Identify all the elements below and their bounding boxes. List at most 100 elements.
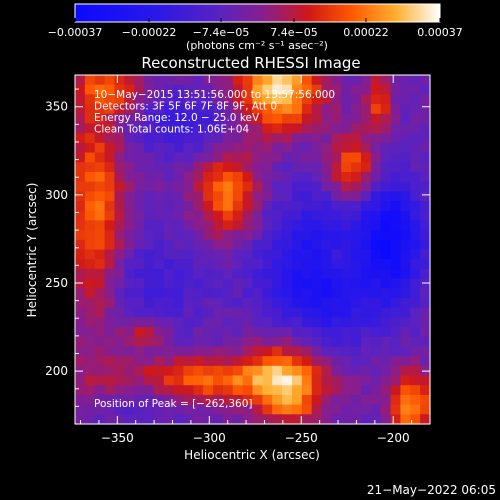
heatmap-cell <box>94 181 106 192</box>
heatmap-cell <box>94 259 106 270</box>
heatmap-cell <box>114 394 125 406</box>
heatmap-cell <box>272 278 283 289</box>
heatmap-cell <box>213 181 224 192</box>
info-line: Detectors: 3F 5F 6F 7F 8F 9F, Att 0 <box>94 101 277 113</box>
heatmap-cell <box>114 162 125 173</box>
heatmap-cell <box>104 123 116 134</box>
heatmap-cell <box>301 171 313 183</box>
heatmap-cell <box>282 259 293 270</box>
heatmap-cell <box>380 317 392 328</box>
heatmap-cell <box>213 142 224 154</box>
heatmap-cell <box>222 268 234 280</box>
heatmap-cell <box>272 142 283 154</box>
heatmap-cell <box>84 414 96 425</box>
heatmap-cell <box>282 356 293 367</box>
heatmap-cell <box>222 84 234 95</box>
heatmap-cell <box>262 152 273 163</box>
heatmap-cell <box>360 365 372 377</box>
heatmap-cell <box>203 104 214 115</box>
heatmap-cell <box>420 288 431 299</box>
heatmap-cell <box>104 162 116 173</box>
heatmap-cell <box>360 259 372 270</box>
heatmap-cell <box>252 288 263 299</box>
heatmap-cell <box>291 375 303 386</box>
heatmap-cell <box>311 123 323 134</box>
heatmap-cell <box>301 317 313 328</box>
heatmap-cell <box>291 230 303 241</box>
heatmap-cell <box>124 75 135 86</box>
heatmap-cell <box>351 133 362 144</box>
heatmap-cell <box>144 75 155 86</box>
heatmap-cell <box>232 123 244 134</box>
heatmap-cell <box>410 249 421 260</box>
colorbar <box>74 3 441 23</box>
heatmap-cell <box>410 162 421 173</box>
heatmap-cell <box>410 191 421 202</box>
heatmap-cell <box>282 297 293 309</box>
heatmap-cell <box>173 239 185 251</box>
heatmap-cell <box>390 375 402 386</box>
heatmap-cell <box>400 201 411 212</box>
heatmap-cell <box>370 123 382 134</box>
heatmap-cell <box>193 162 204 173</box>
heatmap-cell <box>134 394 145 406</box>
heatmap-cell <box>134 152 145 163</box>
heatmap-cell <box>420 142 431 154</box>
heatmap-cell <box>331 94 342 105</box>
colorbar-tick-label: −0.00022 <box>122 26 177 39</box>
heatmap-cell <box>341 278 352 289</box>
colorbar-tick-label: 0.00022 <box>343 26 389 39</box>
heatmap-cell <box>183 385 194 396</box>
heatmap-cell <box>84 75 96 86</box>
heatmap-cell <box>203 113 214 125</box>
heatmap-cell <box>331 356 342 367</box>
heatmap-cell <box>272 404 283 415</box>
heatmap-cell <box>94 191 106 202</box>
heatmap-cell <box>380 162 392 173</box>
heatmap-cell <box>153 152 165 163</box>
heatmap-cell <box>420 346 431 357</box>
heatmap-cell <box>84 123 96 134</box>
heatmap-cell <box>360 249 372 260</box>
heatmap-cell <box>193 220 204 231</box>
heatmap-cell <box>94 171 106 183</box>
heatmap-cell <box>252 404 263 415</box>
heatmap-cell <box>134 133 145 144</box>
heatmap-cell <box>144 104 155 115</box>
heatmap-cell <box>272 249 283 260</box>
heatmap-cell <box>232 288 244 299</box>
heatmap-cell <box>183 268 194 280</box>
heatmap-cell <box>301 113 313 125</box>
heatmap-cell <box>400 375 411 386</box>
heatmap-cell <box>163 171 175 183</box>
heatmap-cell <box>173 152 185 163</box>
heatmap-cell <box>291 356 303 367</box>
heatmap-cell <box>311 230 323 241</box>
heatmap-cell <box>124 94 135 105</box>
heatmap-cell <box>222 75 234 86</box>
heatmap-cell <box>410 123 421 134</box>
heatmap-cell <box>301 336 313 348</box>
heatmap-cell <box>400 385 411 396</box>
heatmap-cell <box>262 239 273 251</box>
heatmap-cell <box>390 162 402 173</box>
heatmap-cell <box>360 394 372 406</box>
heatmap-cell <box>410 297 421 309</box>
heatmap-cell <box>262 220 273 231</box>
heatmap-cell <box>242 404 254 415</box>
heatmap-cell <box>124 385 135 396</box>
heatmap-cell <box>203 356 214 367</box>
heatmap-cell <box>94 346 106 357</box>
heatmap-cell <box>124 230 135 241</box>
heatmap-cell <box>420 191 431 202</box>
heatmap-cell <box>252 123 263 134</box>
heatmap-cell <box>134 104 145 115</box>
heatmap-cell <box>390 414 402 425</box>
heatmap-cell <box>331 327 342 338</box>
heatmap-cell <box>84 336 96 348</box>
heatmap-cell <box>213 84 224 95</box>
heatmap-cell <box>203 297 214 309</box>
heatmap-cell <box>193 375 204 386</box>
heatmap-cell <box>153 210 165 222</box>
